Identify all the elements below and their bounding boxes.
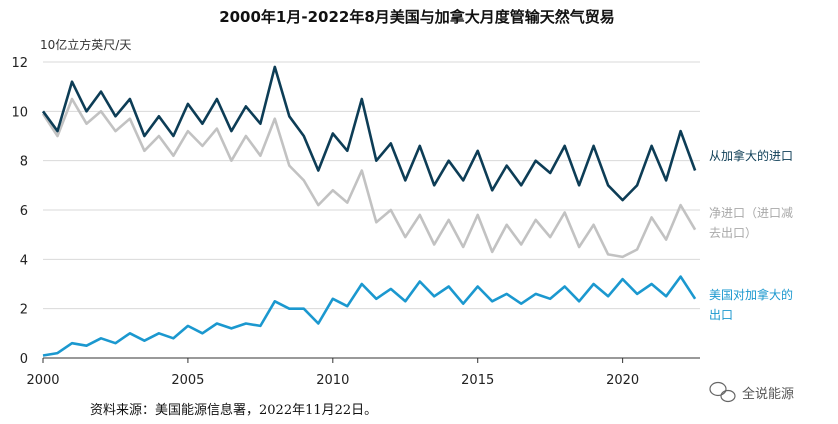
series-net-imports-line [41,97,697,259]
y-axis-label: 10亿立方英尺/天 [40,37,131,52]
x-tick-label: 2010 [316,373,349,388]
watermark-text: 全说能源 [742,386,794,402]
source-note: 资料来源：美国能源信息署，2022年11月22日。 [90,402,377,418]
series-label-net-imports: 净进口（进口减 去出口） [709,206,793,240]
y-tick-label: 0 [20,352,28,367]
series-exports-line [42,275,697,357]
y-axis-ticks: 0 2 4 6 8 10 12 [11,56,28,367]
watermark: 全说能源 [709,381,794,403]
y-tick-label: 6 [20,204,28,219]
svg-text:净进口（进口减: 净进口（进口减 [709,206,793,220]
series-label-exports: 美国对加拿大的 出口 [709,287,793,322]
series-label-imports: 从加拿大的进口 [709,148,793,163]
y-tick-label: 8 [20,155,28,170]
svg-text:美国对加拿大的: 美国对加拿大的 [709,287,793,302]
y-tick-label: 12 [11,56,28,71]
x-tick-label: 2015 [461,373,494,388]
svg-text:从加拿大的进口: 从加拿大的进口 [709,148,793,163]
y-tick-label: 10 [11,105,28,120]
svg-text:出口: 出口 [709,308,733,322]
x-tick-label: 2020 [606,373,639,388]
chart-title: 2000年1月-2022年8月美国与加拿大月度管输天然气贸易 [219,8,615,26]
x-tick-label: 2005 [171,373,204,388]
wechat-icon [709,381,736,403]
x-tick-label: 2000 [26,373,59,388]
gridlines [43,61,700,310]
y-tick-label: 4 [20,253,28,268]
series-imports-line [41,65,697,202]
y-tick-label: 2 [20,303,28,318]
svg-text:去出口）: 去出口） [709,226,757,240]
series-lines [41,65,697,357]
x-axis-ticks: 2000 2005 2010 2015 2020 [26,358,639,388]
